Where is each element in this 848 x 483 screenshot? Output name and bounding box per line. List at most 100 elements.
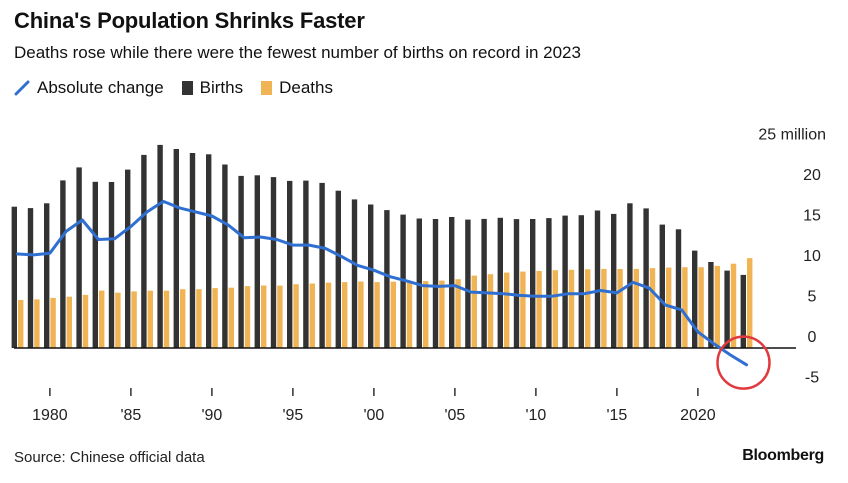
bar-births-1993 — [254, 175, 260, 348]
bar-deaths-1990 — [212, 288, 218, 348]
bar-births-1987 — [157, 144, 163, 348]
bar-deaths-2017 — [649, 268, 656, 348]
bar-deaths-1985 — [131, 291, 137, 348]
bar-deaths-1988 — [180, 289, 186, 348]
bar-births-2015 — [611, 213, 617, 348]
legend-swatch-births — [181, 81, 193, 95]
bar-births-1984 — [108, 182, 115, 348]
bar-births-1980 — [44, 203, 50, 348]
bar-births-1982 — [76, 167, 82, 348]
x-tick-label-1980: 1980 — [32, 407, 68, 424]
y-tick-label-minus5: -5 — [805, 370, 819, 387]
bar-deaths-1978 — [18, 300, 24, 348]
bar-deaths-1997 — [325, 282, 332, 348]
bar-births-2021 — [708, 262, 714, 348]
bar-births-2016 — [627, 203, 633, 348]
bar-deaths-2008 — [504, 272, 510, 348]
bar-deaths-1999 — [358, 281, 364, 348]
bar-deaths-2005 — [455, 279, 461, 348]
bar-births-2019 — [675, 229, 682, 348]
bar-deaths-1981 — [66, 296, 72, 348]
chart-subtitle: Deaths rose while there were the fewest … — [14, 43, 581, 62]
y-tick-label-15: 15 — [803, 208, 821, 225]
legend-deaths: Deaths — [261, 78, 333, 98]
x-tick-label-1990: '90 — [201, 407, 222, 424]
bar-births-1978 — [11, 206, 17, 348]
bar-births-2006 — [465, 219, 471, 348]
legend-line-swatch — [14, 80, 30, 96]
bar-deaths-1980 — [50, 297, 56, 348]
bar-deaths-2014 — [601, 268, 607, 348]
bar-births-2008 — [497, 217, 503, 348]
bar-births-2010 — [530, 219, 536, 348]
x-tick-label-2015: '15 — [606, 407, 627, 424]
legend-absolute-change: Absolute change — [14, 78, 164, 98]
bar-deaths-1993 — [261, 285, 267, 348]
y-tick-label-5: 5 — [808, 289, 817, 306]
bar-births-1989 — [189, 153, 196, 348]
bar-births-1985 — [125, 169, 131, 348]
bar-deaths-1989 — [196, 289, 202, 348]
bar-births-1994 — [270, 177, 277, 348]
x-tick-label-2010: '10 — [525, 407, 546, 424]
x-tick-label-2005: '05 — [444, 407, 465, 424]
bar-births-2009 — [513, 219, 520, 348]
bar-deaths-1982 — [82, 294, 89, 348]
bar-births-1999 — [351, 199, 358, 348]
bar-deaths-1996 — [309, 283, 315, 348]
legend-births: Births — [181, 78, 244, 98]
bar-deaths-2001 — [390, 281, 396, 348]
bar-deaths-2022 — [730, 263, 737, 348]
bar-births-2013 — [578, 215, 584, 348]
x-tick-label-2000: '00 — [363, 407, 384, 424]
bar-deaths-2009 — [520, 271, 526, 348]
bar-deaths-1998 — [342, 282, 348, 348]
legend-label-absolute-change: Absolute change — [37, 78, 164, 97]
legend-label-births: Births — [199, 78, 244, 97]
x-tick-label-1995: '95 — [282, 407, 303, 424]
bar-deaths-2000 — [374, 282, 380, 348]
bar-deaths-1979 — [34, 299, 40, 348]
bar-deaths-1991 — [228, 287, 234, 348]
legend-label-deaths: Deaths — [279, 78, 333, 97]
bloomberg-logo: Bloomberg — [742, 447, 824, 464]
bar-deaths-2021 — [714, 265, 720, 348]
y-tick-label-20: 20 — [803, 167, 821, 184]
bar-births-2023 — [740, 274, 746, 348]
bar-births-2018 — [659, 224, 665, 348]
bar-births-2020 — [692, 250, 698, 348]
bar-births-1996 — [303, 180, 309, 348]
bar-deaths-1987 — [163, 290, 170, 348]
highlight-circle-2023 — [716, 335, 771, 390]
bar-deaths-2011 — [552, 270, 558, 348]
series-line-absolute-change — [16, 199, 748, 367]
x-tick-label-2020: 2020 — [680, 407, 716, 424]
bar-deaths-2004 — [439, 280, 445, 348]
bar-deaths-2003 — [423, 281, 429, 348]
bar-deaths-2018 — [666, 267, 672, 348]
bar-births-1995 — [287, 180, 293, 348]
chart-title: China's Population Shrinks Faster — [14, 8, 365, 33]
bar-deaths-2016 — [633, 268, 639, 348]
bar-deaths-1992 — [244, 286, 251, 348]
bar-births-2014 — [594, 210, 601, 348]
bar-deaths-2006 — [471, 275, 477, 348]
bar-births-1983 — [92, 181, 98, 348]
bar-deaths-1994 — [277, 285, 283, 348]
bar-births-2011 — [546, 218, 552, 348]
x-tick-label-1985: '85 — [120, 407, 141, 424]
bar-births-1981 — [60, 180, 66, 348]
bar-deaths-2012 — [568, 269, 575, 348]
bar-births-1979 — [27, 208, 34, 348]
bar-deaths-2023 — [747, 258, 753, 348]
bar-births-1990 — [206, 154, 212, 348]
source-note: Source: Chinese official data — [14, 449, 205, 466]
y-tick-label-10: 10 — [803, 248, 821, 265]
legend-swatch-deaths — [261, 81, 273, 95]
bar-deaths-2013 — [585, 269, 591, 348]
bar-deaths-1995 — [293, 284, 299, 348]
bar-births-1991 — [222, 164, 228, 348]
bar-births-2004 — [432, 219, 439, 348]
bar-births-2001 — [384, 210, 390, 348]
